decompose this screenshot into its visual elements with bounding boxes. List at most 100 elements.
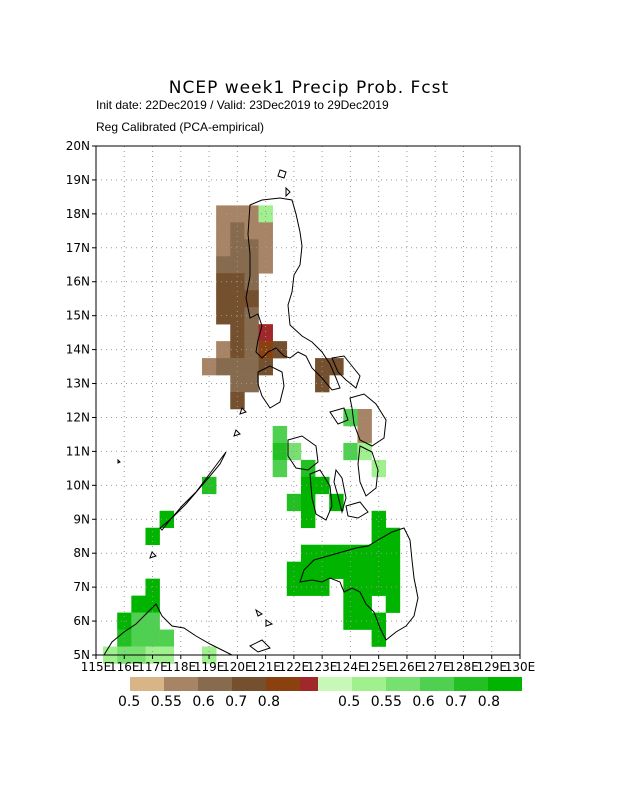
prob-cell xyxy=(286,493,302,512)
coast-islet-3 xyxy=(149,551,157,559)
prob-cell xyxy=(272,459,288,478)
coast-negros xyxy=(309,469,333,521)
coast-luzon xyxy=(245,197,341,391)
prob-cell xyxy=(329,493,344,512)
prob-cell xyxy=(258,341,273,359)
lon-label: 124E xyxy=(335,660,366,674)
prob-cell xyxy=(385,527,401,546)
prob-cell xyxy=(371,561,387,579)
lat-label: 10N xyxy=(66,478,90,492)
method-subtitle: Reg Calibrated (PCA-empirical) xyxy=(96,120,265,134)
prob-cell xyxy=(230,375,245,393)
prob-cell xyxy=(343,578,358,596)
coast-islet-1 xyxy=(233,429,241,437)
lat-label: 6N xyxy=(73,614,90,628)
lon-label: 119E xyxy=(194,660,225,674)
prob-cell xyxy=(145,578,160,596)
prob-cell xyxy=(343,544,358,562)
lon-label: 116E xyxy=(109,660,140,674)
dry-label-3: 0.7 xyxy=(225,694,248,710)
lon-label: 117E xyxy=(137,660,168,674)
lon-label: 130E xyxy=(505,660,536,674)
prob-cell xyxy=(230,307,245,325)
legend-dry-swatch xyxy=(266,677,300,691)
lat-label: 7N xyxy=(73,580,90,594)
prob-cell xyxy=(300,561,316,579)
prob-cell xyxy=(230,222,245,240)
coast-panay xyxy=(287,435,319,471)
coast-islet-4 xyxy=(117,458,121,464)
prob-cell xyxy=(272,341,288,359)
prob-cell xyxy=(258,205,273,223)
prob-cell xyxy=(145,595,160,613)
dry-label-2: 0.6 xyxy=(192,694,215,710)
prob-cell xyxy=(329,561,344,579)
prob-cell xyxy=(230,256,245,274)
prob-cell xyxy=(357,442,372,461)
prob-cell xyxy=(258,239,273,257)
legend-dry-labels: 0.5 0.55 0.6 0.7 0.8 xyxy=(118,694,286,710)
lat-label: 13N xyxy=(66,377,90,391)
legend-wet-swatch xyxy=(454,677,488,691)
prob-cell xyxy=(258,222,273,240)
prob-cell xyxy=(357,408,372,427)
prob-cell xyxy=(145,629,160,647)
prob-cell xyxy=(286,561,302,579)
prob-cell xyxy=(244,290,259,308)
coast-islet-2 xyxy=(239,407,247,415)
prob-cell xyxy=(131,629,146,647)
prob-cell xyxy=(357,425,372,444)
prob-cell xyxy=(385,561,401,579)
wet-label-4: 0.8 xyxy=(477,694,501,710)
prob-cell xyxy=(315,375,330,393)
prob-cell xyxy=(258,324,273,342)
prob-cell xyxy=(300,544,316,562)
legend-dry-swatch xyxy=(232,677,266,691)
lon-label: 121E xyxy=(250,660,281,674)
prob-cell xyxy=(230,324,245,342)
coast-bicol xyxy=(331,355,361,389)
legend-wet-labels: 0.5 0.55 0.6 0.7 0.8 xyxy=(338,694,506,710)
prob-cell xyxy=(216,222,231,240)
lon-label: 125E xyxy=(363,660,394,674)
prob-cell xyxy=(244,222,259,240)
prob-cell xyxy=(244,256,259,274)
prob-cell xyxy=(315,578,330,596)
lat-label: 15N xyxy=(66,309,90,323)
lat-label: 14N xyxy=(66,343,90,357)
lon-label: 126E xyxy=(392,660,423,674)
coast-samar xyxy=(349,393,387,447)
prob-cell xyxy=(216,205,231,223)
lon-label: 127E xyxy=(420,660,451,674)
wet-label-1: 0.55 xyxy=(370,694,402,710)
legend-wet-swatch xyxy=(386,677,420,691)
prob-cell xyxy=(230,392,245,410)
prob-cell xyxy=(300,459,316,478)
prob-cell xyxy=(371,578,387,596)
prob-cell xyxy=(343,595,358,613)
prob-cell xyxy=(371,629,387,647)
legend-dry-swatch xyxy=(130,677,164,691)
dry-label-0: 0.5 xyxy=(118,694,141,710)
prob-cell xyxy=(216,273,231,291)
coast-mindoro xyxy=(257,365,285,409)
prob-cell xyxy=(385,595,401,613)
prob-cell xyxy=(272,425,288,444)
prob-cell xyxy=(230,205,245,223)
prob-cell xyxy=(300,510,316,529)
lat-label: 20N xyxy=(66,139,90,153)
prob-cell xyxy=(371,544,387,562)
probability-cells xyxy=(103,205,401,664)
prob-cell xyxy=(357,544,372,562)
coast-bohol xyxy=(345,501,369,519)
dry-label-4: 0.8 xyxy=(257,694,281,710)
prob-cell xyxy=(371,510,387,529)
coast-masbate xyxy=(329,407,349,425)
legend-dry-swatch xyxy=(198,677,232,691)
prob-cell xyxy=(244,324,259,342)
lat-label: 8N xyxy=(73,546,90,560)
prob-cell xyxy=(357,561,372,579)
coastline xyxy=(103,169,419,656)
coast-islet-6 xyxy=(265,619,274,627)
coast-cebu xyxy=(333,468,347,514)
